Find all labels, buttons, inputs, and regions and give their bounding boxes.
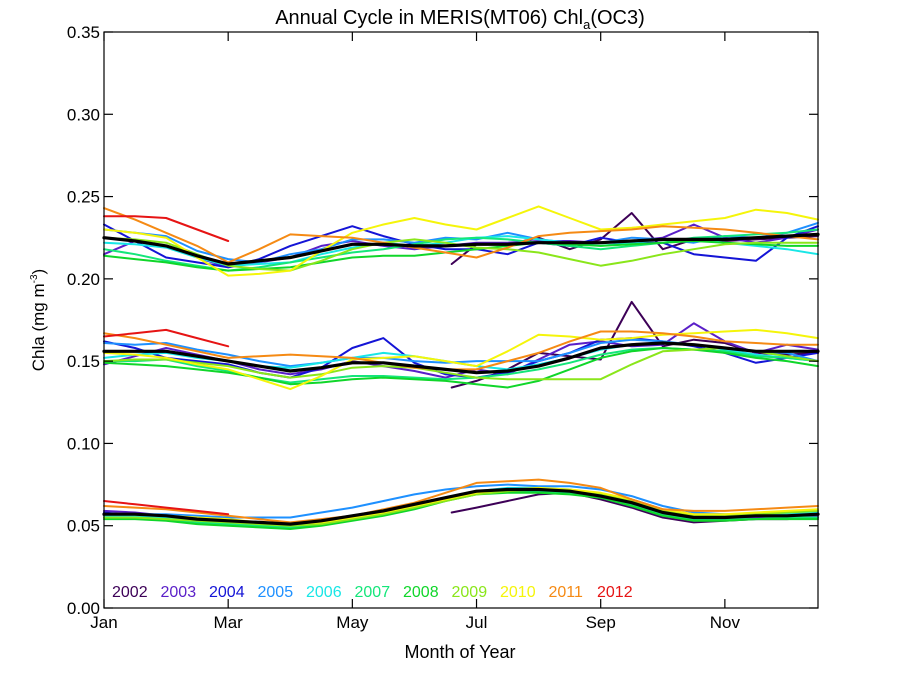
y-tick-label: 0.20	[67, 270, 100, 289]
x-tick-label: May	[336, 613, 369, 632]
series-line-upper	[102, 232, 820, 266]
legend-item-2009: 2009	[452, 584, 488, 601]
series-line-lower	[103, 486, 819, 526]
y-axis-label: Chla (mg m-3)	[29, 269, 48, 371]
series-line-middle	[103, 328, 230, 348]
series-layer	[102, 205, 820, 530]
x-tick-label: Jul	[466, 613, 488, 632]
series-2012	[103, 215, 230, 516]
legend-item-2008: 2008	[403, 584, 439, 601]
y-tick-label: 0.25	[67, 188, 100, 207]
legend-item-2007: 2007	[355, 584, 391, 601]
series-2010	[103, 205, 819, 526]
series-line-lower	[103, 488, 819, 527]
series-2007	[103, 228, 819, 529]
x-tick-label: Mar	[214, 613, 244, 632]
y-axis-label-tail: )	[29, 269, 48, 275]
chart-title-tail: (OC3)	[590, 7, 644, 29]
chart-title-subscript: a	[583, 17, 591, 32]
legend-item-2005: 2005	[258, 584, 294, 601]
legend-item-2002: 2002	[112, 584, 148, 601]
series-line-middle	[103, 347, 819, 381]
x-tick-label: Nov	[710, 613, 741, 632]
y-axis-label-superscript: -3	[29, 274, 40, 283]
series-2006	[103, 235, 819, 527]
x-axis-label: Month of Year	[404, 642, 515, 662]
series-line-lower	[103, 500, 230, 516]
series-line-upper	[103, 205, 819, 277]
x-tick-label: Jan	[90, 613, 117, 632]
y-tick-label: 0.00	[67, 599, 100, 618]
y-axis-label-main: Chla (mg m	[29, 283, 48, 371]
legend-item-2004: 2004	[209, 584, 245, 601]
legend-item-2006: 2006	[306, 584, 342, 601]
plot-frame	[103, 31, 819, 609]
series-line-upper	[103, 207, 819, 264]
series-line-lower	[103, 478, 819, 524]
series-line-upper	[103, 240, 819, 272]
legend-item-2012: 2012	[597, 584, 633, 601]
legend-item-2003: 2003	[161, 584, 197, 601]
series-line-middle	[103, 330, 819, 371]
series-mean	[102, 232, 820, 526]
series-line-upper	[103, 215, 230, 242]
chart-title-main: Annual Cycle in MERIS(MT06) Chl	[275, 7, 583, 29]
y-tick-label: 0.15	[67, 352, 100, 371]
series-line-lower	[102, 487, 820, 526]
legend: 2002 2003 2004 2005 2006 2007 2008 2009 2010 2011…	[112, 584, 633, 601]
legend-item-2010: 2010	[500, 584, 536, 601]
legend-item-2011: 2011	[549, 584, 584, 601]
series-2011	[103, 207, 819, 524]
y-tick-label: 0.35	[67, 23, 100, 42]
y-tick-label: 0.10	[67, 434, 100, 453]
series-line-upper	[103, 223, 819, 269]
series-line-middle	[103, 328, 819, 391]
y-tick-label: 0.05	[67, 517, 100, 536]
y-tick-label: 0.30	[67, 105, 100, 124]
chart-title: Annual Cycle in MERIS(MT06) Chla(OC3)	[275, 7, 645, 32]
x-tick-label: Sep	[586, 613, 616, 632]
axis-ticks: 0.00 0.05 0.10 0.15 0.20 0.25 0.30 0.35 Jan Mar Ma…	[67, 23, 818, 632]
series-line-middle	[102, 341, 820, 375]
